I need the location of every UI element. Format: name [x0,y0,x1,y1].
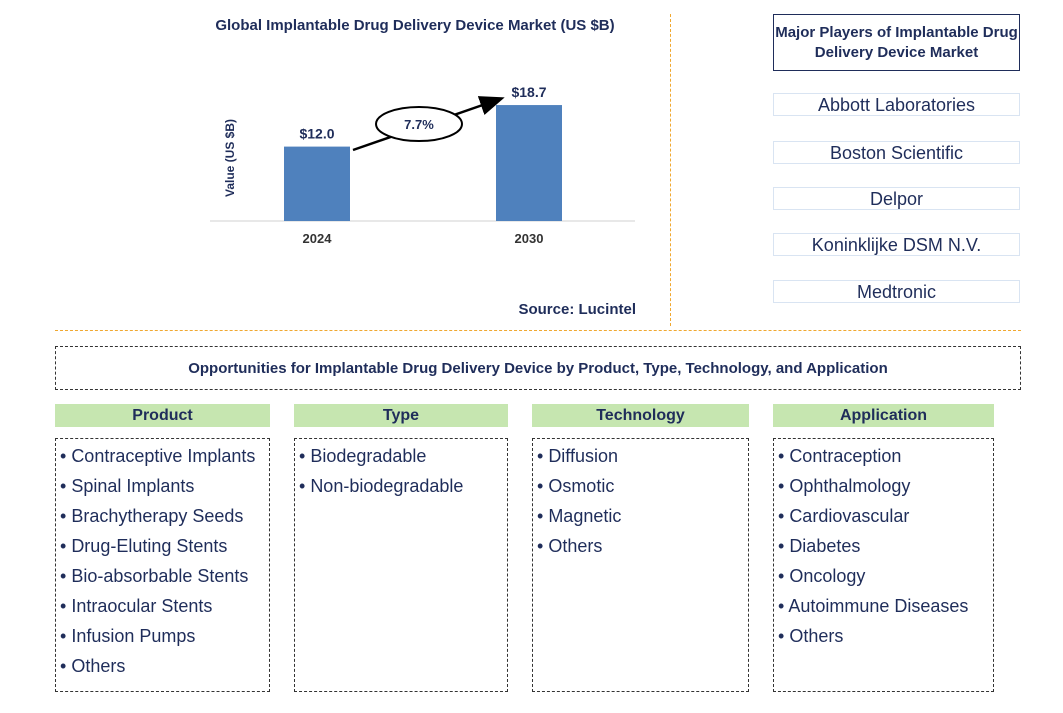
opportunities-title: Opportunities for Implantable Drug Deliv… [55,346,1021,390]
list-item: Drug-Eluting Stents [60,531,269,561]
list-item: Diffusion [537,441,748,471]
list-item: Biodegradable [299,441,507,471]
players-title: Major Players of Implantable Drug Delive… [773,14,1020,71]
list-item: Contraceptive Implants [60,441,269,471]
list-item: Osmotic [537,471,748,501]
list-item: Diabetes [778,531,993,561]
player-item: Medtronic [773,280,1020,303]
data-label-2024: $12.0 [299,126,334,142]
x-tick-label-2030: 2030 [515,231,544,246]
list-item: Others [778,621,993,651]
player-item: Abbott Laboratories [773,93,1020,116]
horizontal-divider [55,330,1021,331]
data-label-2030: $18.7 [511,84,546,100]
vertical-divider [670,14,671,326]
category-header-type: Type [294,404,508,427]
list-item: Intraocular Stents [60,591,269,621]
player-item: Delpor [773,187,1020,210]
category-list-application: ContraceptionOphthalmologyCardiovascular… [773,438,994,692]
category-header-technology: Technology [532,404,749,427]
category-header-product: Product [55,404,270,427]
source-note: Source: Lucintel [518,301,636,318]
list-item: Brachytherapy Seeds [60,501,269,531]
cagr-annotation: 7.7% [352,96,505,152]
bar-2024 [284,146,350,221]
list-item: Magnetic [537,501,748,531]
player-item: Koninklijke DSM N.V. [773,233,1020,256]
list-item: Ophthalmology [778,471,993,501]
list-item: Cardiovascular [778,501,993,531]
cagr-label: 7.7% [404,117,434,132]
chart-title: Global Implantable Drug Delivery Device … [215,17,615,34]
category-list-technology: DiffusionOsmoticMagneticOthers [532,438,749,692]
category-list-product: Contraceptive ImplantsSpinal ImplantsBra… [55,438,270,692]
list-item: Others [60,651,269,681]
bar-chart: Value (US $B) $12.0 2024 $18.7 2030 7.7% [210,84,635,246]
category-list-type: BiodegradableNon-biodegradable [294,438,508,692]
list-item: Contraception [778,441,993,471]
list-item: Oncology [778,561,993,591]
player-item: Boston Scientific [773,141,1020,164]
category-header-application: Application [773,404,994,427]
x-tick-label-2024: 2024 [303,231,333,246]
list-item: Spinal Implants [60,471,269,501]
y-axis-label: Value (US $B) [223,119,237,197]
list-item: Infusion Pumps [60,621,269,651]
cagr-ellipse [375,106,463,142]
list-item: Bio-absorbable Stents [60,561,269,591]
list-item: Others [537,531,748,561]
list-item: Autoimmune Diseases [778,591,993,621]
bar-2030 [496,105,562,221]
list-item: Non-biodegradable [299,471,507,501]
